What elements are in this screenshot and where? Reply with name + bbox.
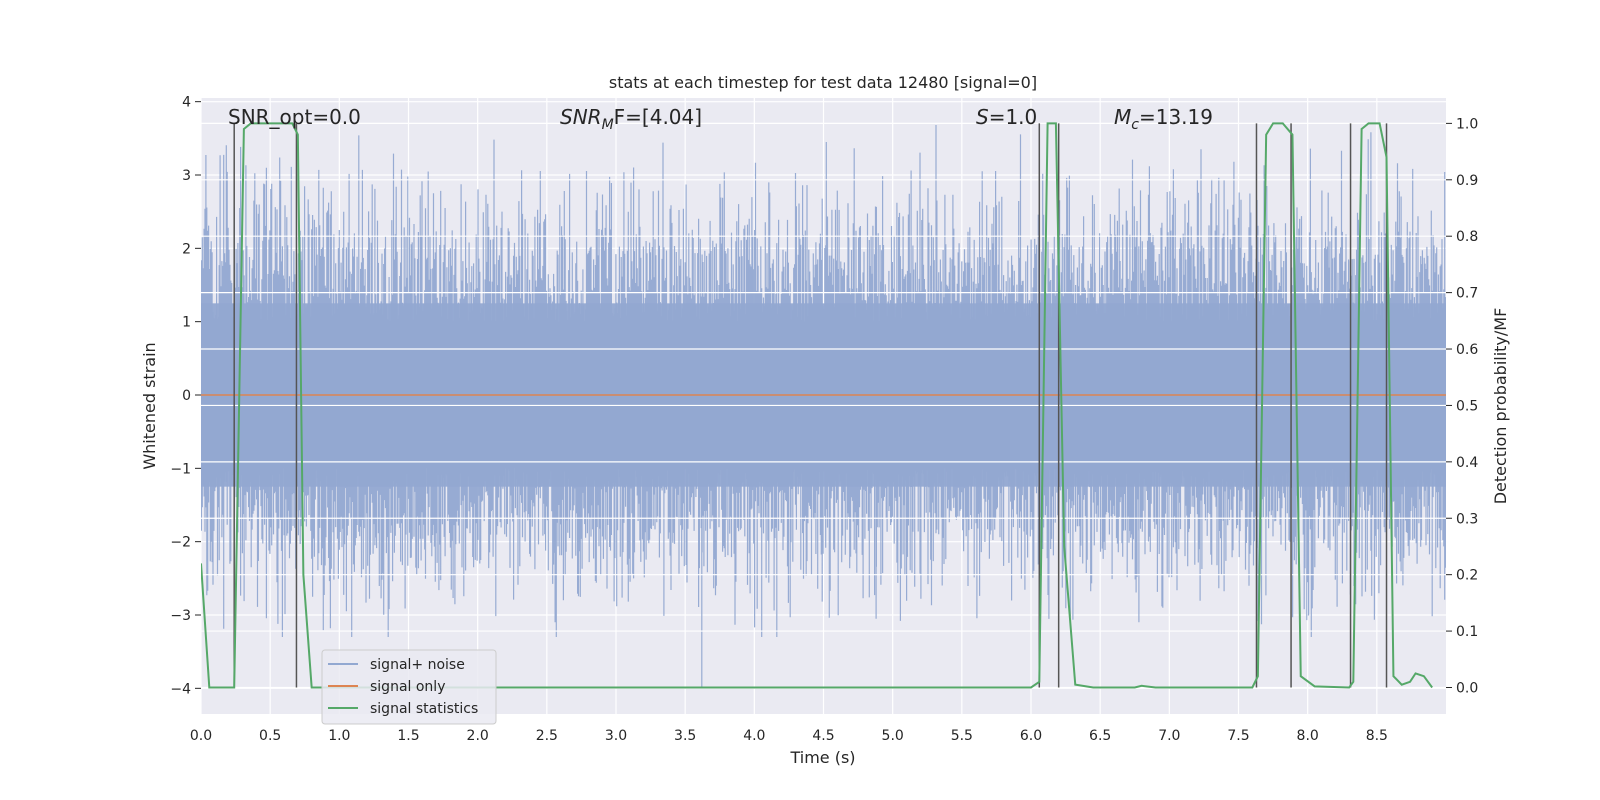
y2-tick-label: 0.7 (1456, 286, 1478, 302)
y2-tick-label: 0.6 (1456, 342, 1478, 358)
chart-title: stats at each timestep for test data 124… (609, 73, 1037, 92)
x-axis-ticks: 0.0 0.5 1.0 1.5 2.0 2.5 3.0 3.5 4.0 4.5 5.0 5.5 6.0 6… (190, 728, 1388, 744)
x-tick-label: 7.0 (1158, 728, 1180, 744)
y2-tick-label: 0.0 (1456, 680, 1478, 696)
annotations: SNR_opt=0.0 SNRMF=[4.04] S=1.0 Mc=13.19 (228, 105, 1213, 133)
signal-statistics-series (201, 122, 1433, 689)
signal-statistics-line (201, 122, 1433, 689)
x-tick-label: 6.5 (1089, 728, 1111, 744)
y-tick-label: 0 (182, 388, 191, 404)
x-tick-label: 7.5 (1227, 728, 1249, 744)
annotation-value: F=[4.04] (614, 105, 702, 129)
x-tick-label: 0.5 (259, 728, 281, 744)
x-tick-label: 2.0 (467, 728, 489, 744)
x-tick-label: 4.5 (812, 728, 834, 744)
y2-tick-label: 1.0 (1456, 116, 1478, 132)
annotation-text: M (1114, 105, 1131, 129)
legend-entry-label: signal statistics (370, 701, 478, 717)
annotation-snr-mf: SNRMF=[4.04] (560, 105, 702, 133)
annotation-value: =1.0 (989, 105, 1038, 129)
annotation-value: =13.19 (1139, 105, 1213, 129)
x-tick-label: 1.5 (397, 728, 419, 744)
y2-axis-label: Detection probability/MF (1491, 308, 1510, 505)
y-tick-label: −3 (170, 608, 191, 624)
y-tick-label: −2 (170, 535, 191, 551)
annotation-text: SNR (560, 105, 602, 129)
x-tick-label: 8.5 (1366, 728, 1388, 744)
annotation-snr-opt: SNR_opt=0.0 (228, 105, 361, 129)
legend-box (321, 649, 497, 725)
legend-entry-label: signal only (370, 679, 445, 695)
y-axis-ticks: 4 3 2 1 0 −1 −2 −3 −4 (170, 95, 201, 697)
x-tick-label: 2.5 (536, 728, 558, 744)
x-tick-label: 3.5 (674, 728, 696, 744)
y2-axis-ticks: 1.0 0.9 0.8 0.7 0.6 0.5 0.4 0.3 0.2 0.1 0.0 (1446, 116, 1478, 696)
y2-tick-label: 0.8 (1456, 229, 1478, 245)
y-tick-label: −1 (170, 461, 191, 477)
x-tick-label: 8.0 (1297, 728, 1319, 744)
x-tick-label: 5.0 (882, 728, 904, 744)
annotation-text: S (976, 105, 989, 129)
x-tick-label: 0.0 (190, 728, 212, 744)
annotation-subscript: M (602, 117, 614, 133)
x-tick-label: 5.5 (951, 728, 973, 744)
x-tick-label: 3.0 (605, 728, 627, 744)
legend-entry-label: signal+ noise (370, 657, 465, 673)
y2-tick-label: 0.3 (1456, 511, 1478, 527)
y2-tick-label: 0.9 (1456, 173, 1478, 189)
y2-tick-label: 0.1 (1456, 624, 1478, 640)
x-axis-label: Time (s) (789, 748, 855, 767)
y-axis-label: Whitened strain (140, 342, 159, 469)
y-tick-label: 4 (182, 95, 191, 111)
annotation-text: SNR_opt=0.0 (228, 105, 361, 129)
x-tick-label: 1.0 (328, 728, 350, 744)
y2-tick-label: 0.5 (1456, 398, 1478, 414)
plot-contents (201, 122, 1446, 689)
legend: signal+ noise signal only signal statistic… (321, 649, 497, 725)
y-tick-label: 3 (182, 168, 191, 184)
x-tick-label: 6.0 (1020, 728, 1042, 744)
y-tick-label: 1 (182, 315, 191, 331)
y-tick-label: −4 (170, 681, 191, 697)
y2-tick-label: 0.2 (1456, 568, 1478, 584)
annotation-mchirp: Mc=13.19 (1114, 105, 1213, 133)
annotation-subscript: c (1131, 117, 1139, 133)
y2-tick-label: 0.4 (1456, 455, 1478, 471)
y-tick-label: 2 (182, 241, 191, 257)
x-tick-label: 4.0 (743, 728, 765, 744)
annotation-s-stat: S=1.0 (976, 105, 1037, 129)
